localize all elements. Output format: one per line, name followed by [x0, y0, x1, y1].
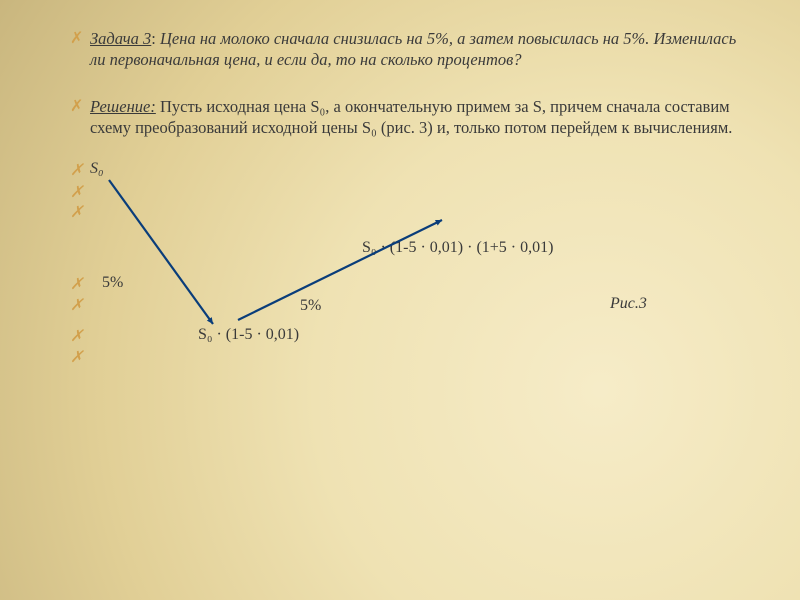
arrow-up-icon: [228, 210, 452, 330]
bullet-icon: ✗: [70, 202, 90, 223]
bullet-icon: ✗: [70, 96, 90, 117]
bullet-icon: ✗: [70, 160, 90, 181]
problem-text: Задача 3: Цена на молоко сначала снизила…: [90, 28, 755, 70]
solution-block: ✗ Решение: Пусть исходная цена S₀, а око…: [70, 96, 755, 138]
bullet-icon: ✗: [70, 182, 90, 203]
bullet-icon: ✗: [70, 274, 90, 295]
bullet-icon: ✗: [70, 347, 90, 368]
bullet-icon: ✗: [70, 28, 90, 49]
solution-label: Решение:: [90, 97, 156, 116]
solution-text: Решение: Пусть исходная цена S₀, а оконч…: [90, 96, 755, 138]
problem-block: ✗ Задача 3: Цена на молоко сначала снизи…: [70, 28, 755, 70]
bullet-icon: ✗: [70, 295, 90, 316]
problem-label: Задача 3: [90, 29, 151, 48]
arrow-down-icon: [99, 170, 223, 334]
figure-label: Рис.3: [610, 295, 647, 313]
bullet-icon: ✗: [70, 326, 90, 347]
transformation-diagram: ✗✗✗✗✗✗✗ S₀ 5% 5% S₀ · (1-5 · 0,01) S₀ · …: [70, 154, 755, 364]
